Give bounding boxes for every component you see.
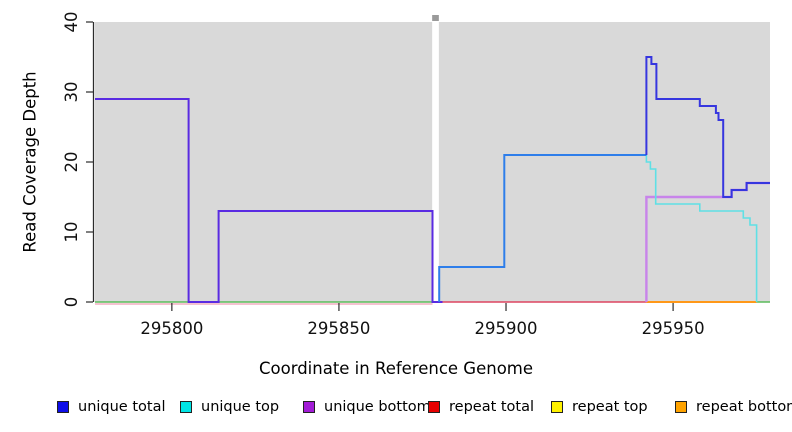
legend-item-repeat-top: repeat top (551, 398, 648, 415)
unique-total-swatch-icon (57, 400, 69, 413)
legend-label: repeat top (572, 398, 648, 415)
y-tick-label: 40 (62, 12, 81, 33)
series-unique-total-pre-gap-blueviolet (95, 98, 443, 303)
y-tick-label: 20 (62, 152, 81, 173)
legend-item-unique-total: unique total (57, 398, 166, 415)
legend-label: repeat total (449, 398, 535, 415)
legend-item-unique-top: unique top (180, 398, 280, 415)
unique-bottom-swatch-icon (303, 400, 315, 413)
repeat-top-swatch-icon (551, 400, 563, 413)
series-unique-total-peak-darkblue (645, 56, 770, 198)
repeat-total-swatch-icon (428, 400, 440, 413)
series-unique-total-post-gap-brightblue (438, 154, 647, 302)
y-tick-label: 0 (62, 297, 81, 308)
legend-label: unique bottom (324, 398, 431, 415)
y-axis-title: Read Coverage Depth (20, 71, 40, 253)
x-axis-title: Coordinate in Reference Genome (258, 359, 534, 378)
legend-item-repeat-bottom: repeat bottom (675, 398, 792, 415)
legend-label: unique total (78, 398, 166, 415)
repeat-bottom-swatch-icon (675, 400, 687, 413)
x-tick-label: 295800 (140, 319, 203, 338)
legend-item-repeat-total: repeat total (428, 398, 535, 415)
legend-label: unique top (201, 398, 280, 415)
gap-top-notch (432, 15, 439, 21)
legend-item-unique-bottom: unique bottom (303, 398, 431, 415)
legend-label: repeat bottom (696, 398, 792, 415)
unique-top-swatch-icon (180, 400, 192, 413)
masked-gap-region (432, 21, 439, 303)
x-tick-label: 295950 (642, 319, 705, 338)
y-tick-label: 10 (62, 222, 81, 243)
series-unique-top-cyan (645, 155, 758, 302)
x-tick-label: 295900 (475, 319, 538, 338)
y-tick-label: 30 (62, 82, 81, 103)
x-tick-label: 295850 (307, 319, 370, 338)
